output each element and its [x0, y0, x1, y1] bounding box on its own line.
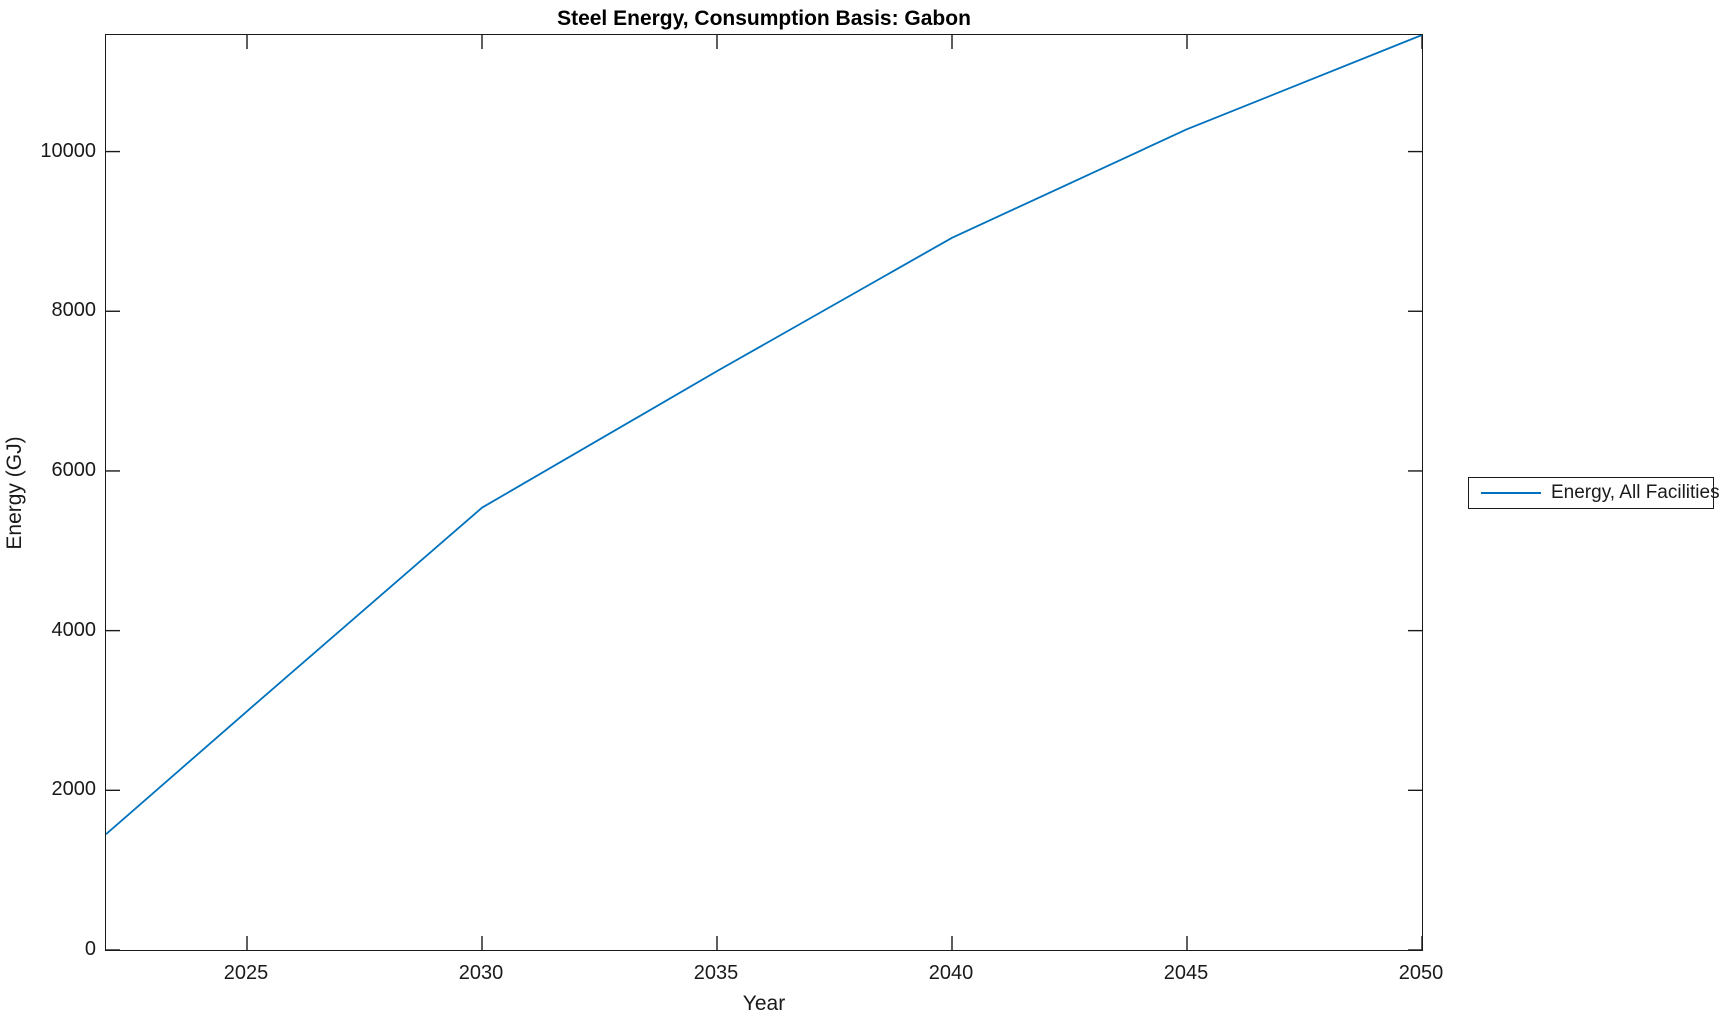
y-axis-tick-label: 0	[84, 938, 96, 960]
y-axis-label: Energy (GJ)	[3, 436, 26, 550]
legend: Energy, All Facilities	[1468, 477, 1720, 509]
x-axis-tick-label: 2050	[1398, 962, 1444, 984]
x-axis-tick-label: 2045	[1163, 962, 1209, 984]
x-axis-label: Year	[742, 992, 786, 1015]
x-axis-tick-label: 2025	[223, 962, 269, 984]
y-axis-tick-label: 6000	[51, 458, 97, 481]
x-axis-tick-label: 2030	[458, 962, 504, 984]
x-axis-tick-label: 2035	[693, 962, 739, 984]
x-axis-tick-label: 2040	[928, 962, 974, 984]
y-axis-tick-label: 2000	[51, 778, 97, 801]
plot-area	[105, 34, 1423, 951]
y-axis-tick-label: 4000	[51, 618, 97, 641]
series-line	[106, 35, 1422, 835]
legend-line-sample	[1481, 492, 1541, 494]
chart-title: Steel Energy, Consumption Basis: Gabon	[557, 7, 971, 30]
y-axis-tick-label: 8000	[51, 299, 97, 322]
y-axis-tick-label: 10000	[40, 139, 96, 162]
plot-svg	[106, 35, 1422, 950]
legend-label: Energy, All Facilities	[1551, 482, 1720, 503]
